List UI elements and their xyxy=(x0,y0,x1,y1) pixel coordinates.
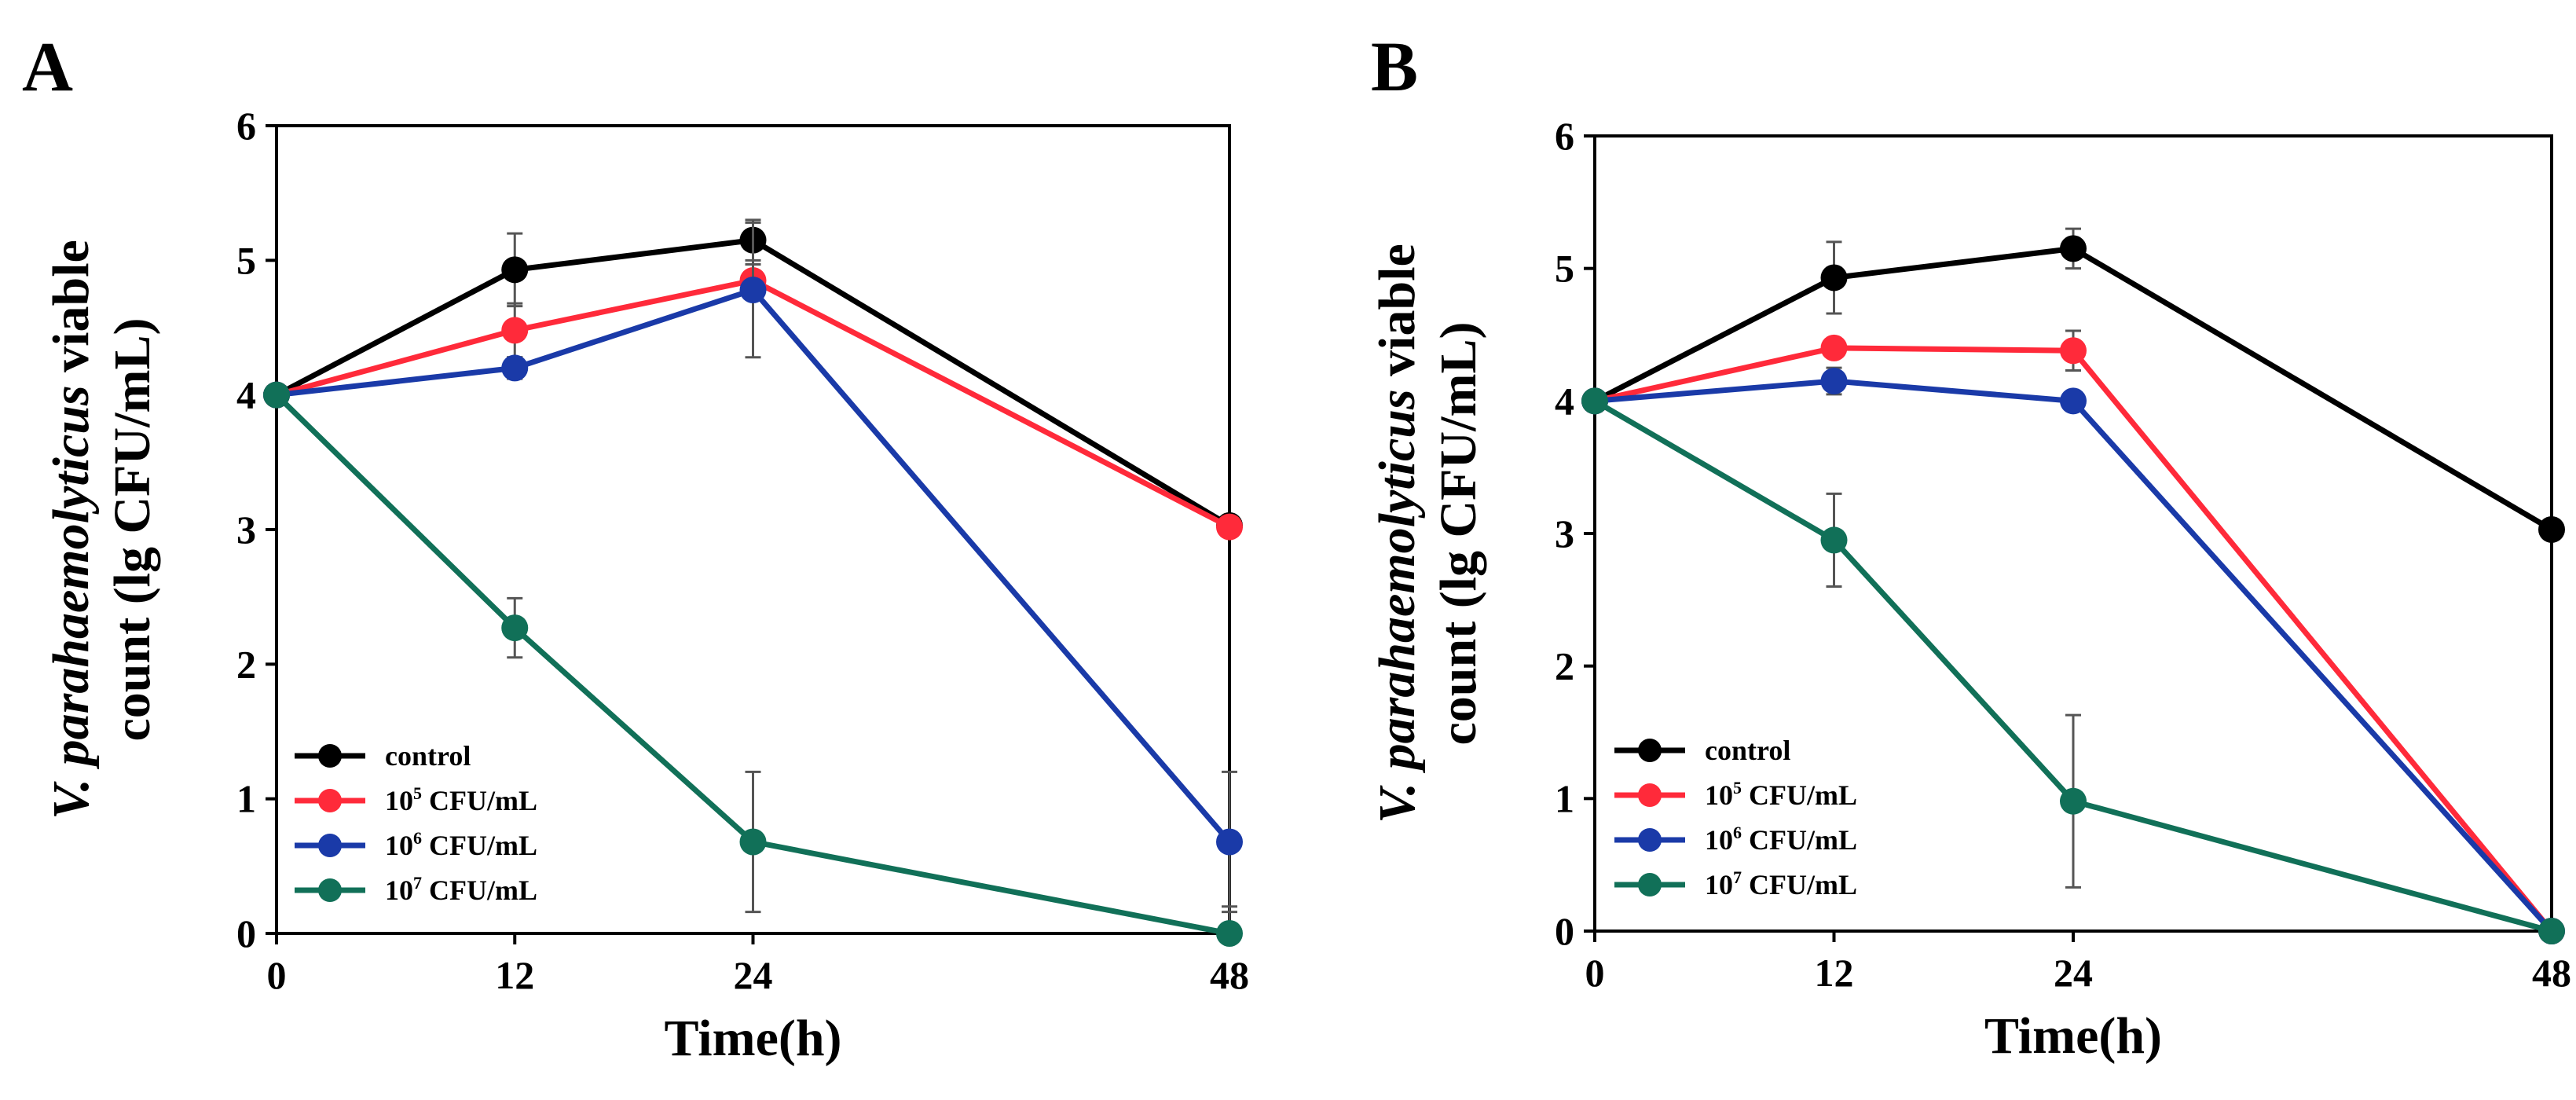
data-point xyxy=(2060,387,2087,415)
series-line xyxy=(1594,378,2554,933)
x-axis-title: Time(h) xyxy=(1984,1007,2162,1065)
legend-marker xyxy=(1638,828,1662,852)
data-point xyxy=(263,381,290,409)
data-point xyxy=(501,354,529,382)
y-tick-label: 3 xyxy=(1555,512,1574,556)
legend-entry: control xyxy=(295,740,471,772)
legend-label: 105 CFU/mL xyxy=(1705,778,1857,811)
legend-entry: 107 CFU/mL xyxy=(295,873,537,906)
legend-marker xyxy=(318,789,342,812)
series-control xyxy=(1581,227,2565,543)
data-point xyxy=(1216,828,1243,856)
data-point xyxy=(2060,235,2087,262)
y-tick-label: 5 xyxy=(236,238,256,282)
data-point xyxy=(2538,918,2565,944)
legend-label: 107 CFU/mL xyxy=(385,873,537,906)
legend: control 105 CFU/mL 106 CFU/mL 107 CFU/mL xyxy=(295,740,537,906)
legend-label: 105 CFU/mL xyxy=(385,783,537,816)
y-tick-label: 4 xyxy=(236,373,256,417)
legend-entry: 106 CFU/mL xyxy=(1614,823,1857,856)
legend-marker xyxy=(318,834,342,857)
y-axis-title-line2: count (lg CFU/mL) xyxy=(1430,322,1487,746)
data-point xyxy=(501,317,529,344)
legend-marker xyxy=(1638,739,1662,762)
legend-entry: control xyxy=(1614,735,1790,766)
series-line xyxy=(276,287,1232,844)
legend-label: 106 CFU/mL xyxy=(385,828,537,861)
legend-marker xyxy=(318,744,342,768)
data-point xyxy=(1820,264,1848,292)
x-tick-label: 0 xyxy=(267,953,287,997)
legend-marker xyxy=(1638,783,1662,807)
panel-label: A xyxy=(22,28,73,106)
data-point xyxy=(1820,526,1848,554)
data-point xyxy=(1216,920,1243,947)
legend-marker xyxy=(1638,873,1662,896)
legend-label: 107 CFU/mL xyxy=(1705,867,1857,900)
y-axis-title-italic: V. parahaemolyticus xyxy=(42,385,100,820)
data-point xyxy=(501,256,529,284)
legend-label: control xyxy=(385,740,471,772)
series-1e7 xyxy=(1581,387,2565,944)
data-point xyxy=(739,828,767,856)
y-tick-label: 0 xyxy=(236,911,256,955)
panel-label: B xyxy=(1371,28,1418,106)
y-axis-title-italic: V. parahaemolyticus xyxy=(1369,389,1426,823)
legend-entry: 106 CFU/mL xyxy=(295,828,537,861)
data-point xyxy=(2060,337,2087,365)
data-point xyxy=(739,277,767,304)
legend-marker xyxy=(318,878,342,902)
data-point xyxy=(1216,513,1243,541)
y-tick-label: 2 xyxy=(236,642,256,686)
y-tick-label: 6 xyxy=(1555,114,1574,158)
data-point xyxy=(1820,368,1848,395)
series-line xyxy=(1594,345,2554,933)
y-axis-title-rest: viable xyxy=(42,240,100,385)
series-line xyxy=(275,237,1231,528)
x-tick-label: 48 xyxy=(2532,951,2571,995)
x-tick-label: 24 xyxy=(734,953,773,997)
x-tick-label: 48 xyxy=(1210,953,1249,997)
y-tick-label: 3 xyxy=(236,508,256,552)
legend: control 105 CFU/mL 106 CFU/mL 107 CFU/mL xyxy=(1614,735,1857,900)
y-axis-title-line1: V. parahaemolyticus viable xyxy=(42,240,100,820)
x-tick-label: 12 xyxy=(495,953,534,997)
y-axis-title-line2: count (lg CFU/mL) xyxy=(104,318,161,742)
y-tick-label: 5 xyxy=(1555,247,1574,291)
series-line xyxy=(1593,398,2552,934)
data-point xyxy=(501,614,529,642)
data-point xyxy=(2538,515,2565,543)
x-axis-title: Time(h) xyxy=(664,1010,841,1067)
y-axis-title-line1: V. parahaemolyticus viable xyxy=(1369,244,1426,823)
x-tick-label: 12 xyxy=(1815,951,1854,995)
data-point xyxy=(2060,787,2087,815)
data-point xyxy=(1581,387,1608,415)
series-line xyxy=(1593,245,2553,532)
legend-entry: 107 CFU/mL xyxy=(1614,867,1857,900)
legend-label: 106 CFU/mL xyxy=(1705,823,1857,856)
series-line xyxy=(276,277,1231,530)
y-tick-label: 6 xyxy=(236,104,256,148)
legend-label: control xyxy=(1705,735,1790,766)
x-tick-label: 24 xyxy=(2054,951,2093,995)
data-point xyxy=(1820,334,1848,361)
legend-entry: 105 CFU/mL xyxy=(295,783,537,816)
y-tick-label: 1 xyxy=(236,777,256,821)
legend-entry: 105 CFU/mL xyxy=(1614,778,1857,811)
series-line xyxy=(274,393,1230,937)
y-tick-label: 2 xyxy=(1555,644,1574,688)
series-1e7 xyxy=(263,381,1243,947)
y-tick-label: 1 xyxy=(1555,776,1574,820)
x-tick-label: 0 xyxy=(1585,951,1605,995)
y-tick-label: 0 xyxy=(1555,909,1574,953)
y-tick-label: 4 xyxy=(1555,379,1574,423)
y-axis-title-rest: viable xyxy=(1369,244,1426,389)
